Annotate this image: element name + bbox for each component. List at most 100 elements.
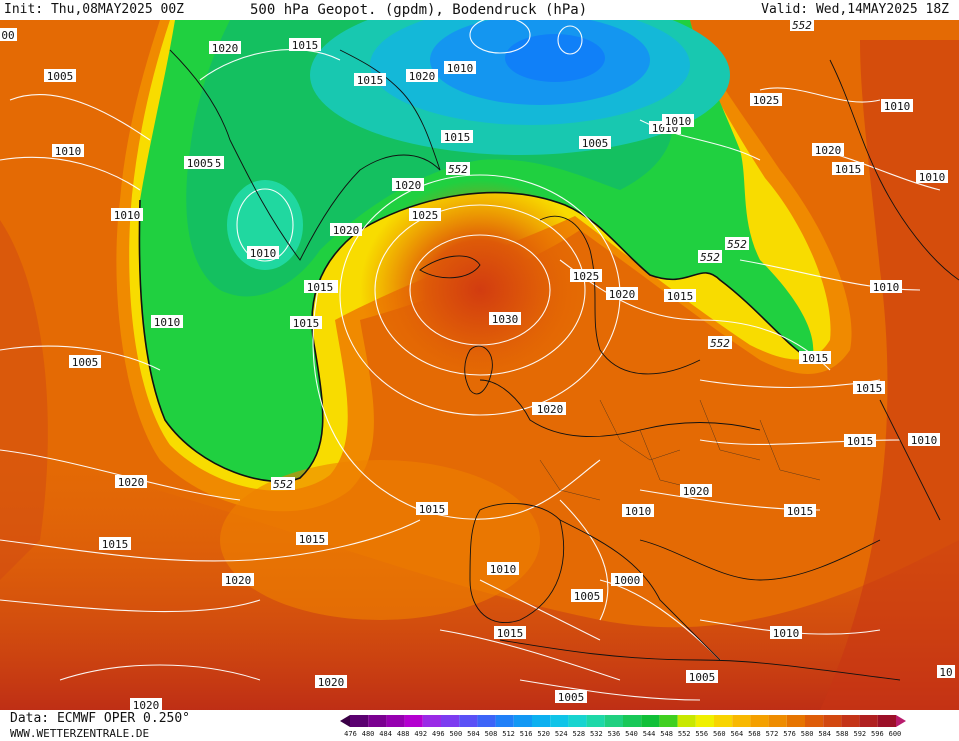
geopotential-label: 552 bbox=[790, 20, 814, 32]
contour-552 bbox=[138, 191, 813, 483]
colorbar-tick-label: 600 bbox=[888, 730, 902, 738]
svg-text:1005: 1005 bbox=[558, 691, 585, 704]
svg-text:1030: 1030 bbox=[492, 313, 519, 326]
colorbar-tick-label: 552 bbox=[677, 730, 691, 738]
colorbar-tick-label: 556 bbox=[695, 730, 709, 738]
pressure-label: 1005 bbox=[686, 670, 718, 684]
colorbar-swatch bbox=[841, 715, 860, 727]
svg-text:552: 552 bbox=[448, 163, 468, 176]
svg-text:552: 552 bbox=[700, 251, 720, 264]
colorbar-tick-label: 548 bbox=[660, 730, 673, 738]
svg-text:1020: 1020 bbox=[683, 485, 710, 498]
valid-time: Valid: Wed,14MAY2025 18Z bbox=[761, 2, 949, 17]
pressure-label: 1025 bbox=[570, 269, 602, 283]
pressure-label: 1010 bbox=[247, 246, 279, 260]
pressure-labels: 1020 1015 1005 1015 1020 1010 1010 1015 1010 1005… bbox=[0, 28, 955, 710]
svg-text:1020: 1020 bbox=[212, 42, 239, 55]
weather-map: 1020 1015 1005 1015 1020 1010 1010 1015 1010 1005… bbox=[0, 20, 959, 710]
pressure-label: 1015 bbox=[441, 130, 473, 144]
colorbar-swatch bbox=[586, 715, 605, 727]
colorbar-swatch bbox=[368, 715, 387, 727]
colorbar-tick-label: 592 bbox=[853, 730, 867, 738]
pressure-label: 1030 bbox=[489, 312, 521, 326]
colorbar-tick-label: 484 bbox=[379, 730, 392, 738]
pressure-label: 1005 bbox=[579, 136, 611, 150]
colorbar-tick-label: 504 bbox=[467, 730, 480, 738]
geopotential-label: 552 bbox=[446, 162, 470, 176]
colorbar-swatch bbox=[459, 715, 478, 727]
svg-text:1010: 1010 bbox=[447, 62, 474, 75]
colorbar-tick-label: 508 bbox=[484, 730, 498, 738]
pressure-label: 1020 bbox=[130, 698, 162, 710]
colorbar-swatch bbox=[786, 715, 805, 727]
colorbar-swatch bbox=[823, 715, 842, 727]
svg-text:1010: 1010 bbox=[911, 434, 938, 447]
svg-text:1010: 1010 bbox=[154, 316, 181, 329]
colorbar-min-arrow bbox=[340, 715, 350, 727]
colorbar-swatch bbox=[422, 715, 441, 727]
pressure-label: 1005 bbox=[44, 69, 76, 83]
colorbar-swatch bbox=[568, 715, 587, 727]
pressure-label: 1020 bbox=[812, 143, 844, 157]
pressure-label: 1010 bbox=[662, 114, 694, 128]
colorbar-swatch bbox=[550, 715, 569, 727]
svg-text:1015: 1015 bbox=[292, 39, 319, 52]
pressure-label: 1020 bbox=[115, 475, 147, 489]
colorbar-tick-label: 476 bbox=[344, 730, 357, 738]
svg-text:552: 552 bbox=[792, 20, 812, 32]
svg-text:1015: 1015 bbox=[444, 131, 471, 144]
svg-text:1010: 1010 bbox=[873, 281, 900, 294]
svg-text:1015: 1015 bbox=[419, 503, 446, 516]
pressure-label: 1010 bbox=[908, 433, 940, 447]
geopotential-label: 552 bbox=[725, 237, 749, 251]
greenland-low bbox=[227, 180, 303, 270]
pressure-label: 1020 bbox=[406, 69, 438, 83]
geopotential-label: 552 bbox=[271, 477, 295, 491]
svg-text:1015: 1015 bbox=[357, 74, 384, 87]
colorbar-tick-label: 500 bbox=[449, 730, 463, 738]
svg-text:1020: 1020 bbox=[815, 144, 842, 157]
arctic-low-core bbox=[505, 34, 605, 82]
colorbar bbox=[340, 715, 906, 727]
svg-text:1020: 1020 bbox=[133, 699, 160, 710]
svg-text:1005: 1005 bbox=[574, 590, 601, 603]
colorbar-tick-label: 536 bbox=[607, 730, 621, 738]
svg-text:1010: 1010 bbox=[919, 171, 946, 184]
colorbar-swatch bbox=[714, 715, 733, 727]
colorbar-tick-label: 580 bbox=[800, 730, 814, 738]
pressure-label: 1020 bbox=[534, 402, 566, 416]
pressure-label: 1010 bbox=[770, 626, 802, 640]
colorbar-tick-label: 568 bbox=[748, 730, 761, 738]
pressure-label: 1020 bbox=[209, 41, 241, 55]
colorbar-tick-label: 492 bbox=[414, 730, 428, 738]
south-warm-band bbox=[0, 450, 959, 710]
svg-text:1005: 1005 bbox=[689, 671, 716, 684]
pressure-label: 1015 bbox=[290, 316, 322, 330]
svg-text:1010: 1010 bbox=[665, 115, 692, 128]
svg-text:1025: 1025 bbox=[753, 94, 780, 107]
svg-text:1010: 1010 bbox=[250, 247, 277, 260]
svg-text:1010: 1010 bbox=[114, 209, 141, 222]
svg-text:1005: 1005 bbox=[187, 157, 214, 170]
pressure-label: 1015 bbox=[799, 351, 831, 365]
pressure-label: 1015 bbox=[99, 537, 131, 551]
colorbar-swatch bbox=[768, 715, 787, 727]
colorbar-tick-label: 520 bbox=[537, 730, 551, 738]
pressure-label: 1020 bbox=[392, 178, 424, 192]
svg-text:1020: 1020 bbox=[537, 403, 564, 416]
pressure-label: 1020 bbox=[222, 573, 254, 587]
colorbar-swatch bbox=[623, 715, 642, 727]
pressure-label: 1010 bbox=[870, 280, 902, 294]
colorbar-swatch bbox=[750, 715, 769, 727]
pressure-label: 1010 bbox=[881, 99, 913, 113]
colorbar-tick-label: 512 bbox=[502, 730, 515, 738]
colorbar-swatch bbox=[350, 715, 369, 727]
high-core bbox=[360, 180, 600, 400]
svg-text:1025: 1025 bbox=[573, 270, 600, 283]
map-footer: Data: ECMWF OPER 0.250° WWW.WETTERZENTRA… bbox=[0, 710, 959, 741]
pressure-label: 1010 bbox=[444, 61, 476, 75]
pressure-label: 1015 bbox=[784, 504, 816, 518]
colorbar-tick-label: 588 bbox=[835, 730, 849, 738]
pressure-label: 1020 bbox=[606, 287, 638, 301]
colorbar-swatch bbox=[513, 715, 532, 727]
